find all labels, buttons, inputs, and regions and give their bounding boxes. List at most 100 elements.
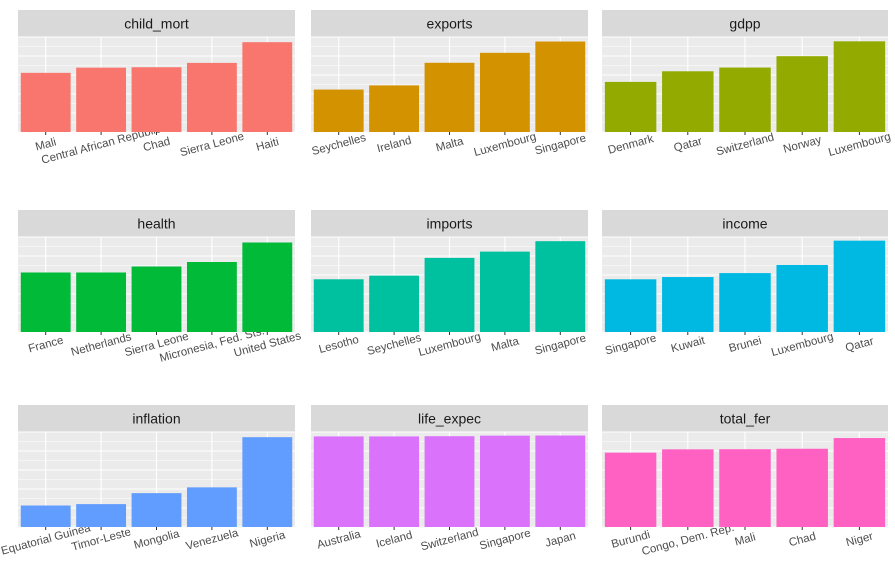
x-tick-label: Denmark [607, 133, 655, 157]
x-tick-label: Seychelles [366, 332, 423, 358]
x-tick-label: Malta [490, 335, 521, 354]
x-tick-label: Singapore [604, 332, 658, 357]
bar [242, 42, 293, 132]
bar [313, 279, 364, 332]
facet-title: health [137, 216, 175, 232]
bar [535, 241, 586, 332]
facet-life-expec: life_expec Australia Iceland SwitzerlandSin… [311, 405, 588, 553]
bar [719, 67, 771, 132]
bar [604, 452, 657, 527]
x-tick-label: Norway [782, 134, 823, 156]
bar [424, 62, 475, 132]
bar [604, 279, 657, 332]
x-tick-label: Venezuela [185, 527, 241, 553]
x-tick-label: Haiti [255, 136, 280, 154]
facet-title: gdpp [729, 16, 760, 32]
x-tick-label: Japan [544, 530, 577, 550]
x-tick-label: Qatar [673, 135, 704, 154]
x-tick-label: Niger [845, 531, 875, 550]
bar [719, 273, 771, 332]
bar [20, 72, 71, 132]
facet-strip [18, 10, 295, 37]
x-tick-label: Australia [316, 528, 363, 551]
facet-strip [602, 210, 888, 237]
x-tick-label: Luxembourg [770, 331, 835, 359]
x-tick-label: Iceland [375, 529, 414, 550]
bar [424, 257, 475, 332]
x-tick-label: Brunei [728, 335, 763, 355]
bar [535, 435, 586, 527]
facet-strip [311, 10, 588, 37]
bar [186, 262, 237, 332]
x-tick-label: Singapore [534, 332, 588, 357]
x-tick-label: Lesotho [318, 334, 361, 356]
bar [369, 436, 420, 527]
bar [242, 242, 293, 332]
bar [662, 277, 714, 332]
facet-title: total_fer [720, 411, 771, 427]
facet-strip [602, 10, 888, 37]
facet-title: life_expec [418, 411, 481, 427]
x-tick-label: Singapore [478, 527, 532, 552]
bar [369, 85, 420, 132]
x-tick-label: Luxembourg [417, 331, 482, 359]
bar [776, 56, 828, 132]
facet-income: income Singapore Kuwait Brunei Luxembourg Qat… [602, 210, 888, 359]
bar [833, 41, 886, 133]
facet-exports: exports Seychelles Ireland Malta LuxembourgS… [311, 10, 588, 159]
facet-title: imports [427, 216, 473, 232]
x-tick-label: Luxembourg [827, 131, 892, 159]
bar [479, 251, 530, 332]
bar [776, 264, 828, 332]
bar [424, 436, 475, 527]
bar [313, 436, 364, 527]
bar [131, 266, 182, 332]
bar [186, 62, 237, 133]
bar [604, 81, 657, 132]
x-tick-label: Singapore [534, 132, 588, 157]
x-tick-label: Switzerland [715, 131, 776, 158]
x-tick-label: Chad [788, 531, 818, 550]
bar [535, 41, 586, 132]
x-tick-label: Nigeria [248, 529, 287, 550]
bar [131, 67, 182, 132]
facet-strip [18, 210, 295, 237]
bar [776, 448, 828, 527]
x-tick-label: Seychelles [311, 132, 368, 158]
bar [662, 71, 714, 132]
x-tick-label: Qatar [844, 335, 875, 354]
x-tick-label: Ireland [376, 135, 413, 156]
bar [186, 487, 237, 527]
facet-strip [18, 405, 295, 432]
bar [833, 240, 886, 332]
facet-gdpp: gdpp Denmark Qatar Switzerland Norway Luxembo… [602, 10, 892, 159]
x-tick-label: Switzerland [419, 526, 480, 553]
facet-title: inflation [132, 411, 180, 427]
bar [76, 272, 127, 332]
bar [20, 505, 71, 527]
bar [719, 449, 771, 527]
bar [479, 435, 530, 527]
facet-title: exports [427, 16, 473, 32]
facet-title: income [722, 216, 767, 232]
x-tick-label: Mongolia [133, 528, 182, 552]
bar [313, 89, 364, 132]
bar [20, 272, 71, 332]
bar [131, 493, 182, 527]
bar [662, 449, 714, 527]
facet-strip [311, 210, 588, 237]
facet-strip [602, 405, 888, 432]
bar [76, 504, 127, 527]
bar [479, 52, 530, 133]
x-tick-label: Malta [435, 135, 466, 154]
facet-title: child_mort [124, 16, 189, 32]
bar [369, 275, 420, 332]
x-tick-label: Luxembourg [473, 131, 538, 159]
x-tick-label: Kuwait [670, 334, 707, 355]
